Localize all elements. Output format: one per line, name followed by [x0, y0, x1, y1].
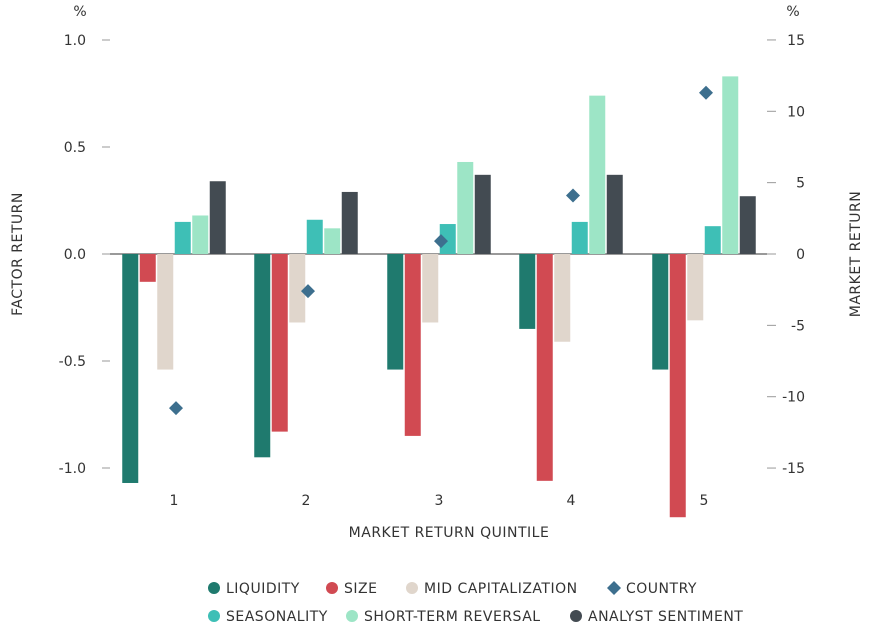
bar-mid-capitalization [687, 254, 704, 321]
y-right-tick-label: 5 [796, 176, 805, 192]
bar-liquidity [519, 254, 536, 329]
bar-size [404, 254, 421, 436]
right-unit: % [786, 4, 799, 20]
y-right-tick-label: -10 [782, 390, 805, 406]
legend-label: MID CAPITALIZATION [424, 581, 578, 597]
x-tick-label: 4 [567, 493, 576, 509]
bar-analyst-sentiment [209, 181, 226, 254]
legend-swatch [208, 610, 220, 622]
y-right-tick-label: -15 [782, 461, 805, 477]
bar-liquidity [387, 254, 404, 370]
country-markers [169, 85, 713, 416]
bar-short-term-reversal [589, 95, 606, 254]
bar-short-term-reversal [457, 161, 474, 254]
y-tick-label: -0.5 [59, 354, 86, 370]
bar-analyst-sentiment [606, 174, 623, 254]
left-unit: % [73, 4, 86, 20]
legend-swatch [406, 582, 418, 594]
bar-liquidity [254, 254, 271, 458]
bar-seasonality [571, 221, 588, 254]
y-tick-label: -1.0 [59, 461, 86, 477]
country-marker [301, 284, 315, 299]
bar-short-term-reversal [722, 76, 739, 254]
y-right-tick-label: 15 [787, 33, 805, 49]
legend-swatch [607, 581, 621, 595]
y-right-tick-label: 10 [787, 104, 805, 120]
bar-size [271, 254, 288, 432]
axes: 1.0 0.5 0.0 -0.5 -1.0 15 10 5 0 -5 -10 -15 1 2 3 4 5 [59, 33, 805, 509]
bar-analyst-sentiment [341, 191, 358, 254]
bar-size [139, 254, 156, 282]
bar-seasonality [704, 226, 721, 254]
x-axis-label: MARKET RETURN QUINTILE [349, 525, 550, 541]
bar-short-term-reversal [192, 215, 209, 254]
bar-analyst-sentiment [739, 196, 756, 254]
y-axis-label-right: MARKET RETURN [848, 191, 864, 317]
legend-swatch [346, 610, 358, 622]
legend-swatch [570, 610, 582, 622]
legend-label: COUNTRY [626, 581, 697, 597]
bars [122, 76, 756, 518]
bar-short-term-reversal [324, 228, 341, 254]
bar-liquidity [652, 254, 669, 370]
legend: LIQUIDITY SIZE MID CAPITALIZATION COUNTRY SE… [208, 581, 743, 625]
bar-seasonality [174, 221, 191, 254]
bar-mid-capitalization [554, 254, 571, 342]
country-marker [699, 85, 713, 100]
y-right-tick-label: 0 [796, 247, 805, 263]
bar-seasonality [306, 219, 323, 254]
bar-size [536, 254, 553, 481]
legend-label: LIQUIDITY [226, 581, 300, 597]
y-right-tick-label: -5 [791, 318, 805, 334]
legend-label: SEASONALITY [226, 609, 328, 625]
legend-swatch [326, 582, 338, 594]
legend-label: SHORT-TERM REVERSAL [364, 609, 541, 625]
y-tick-label: 0.0 [64, 247, 86, 263]
bar-analyst-sentiment [474, 174, 491, 254]
y-tick-label: 1.0 [64, 33, 86, 49]
x-tick-label: 2 [302, 493, 311, 509]
bar-seasonality [439, 224, 456, 254]
legend-label: SIZE [344, 581, 377, 597]
y-axis-label: FACTOR RETURN [10, 192, 26, 316]
legend-label: ANALYST SENTIMENT [588, 609, 743, 625]
x-tick-label: 3 [435, 493, 444, 509]
bar-size [669, 254, 686, 518]
axis-labels: % % FACTOR RETURN MARKET RETURN MARKET R… [10, 4, 864, 541]
y-tick-label: 0.5 [64, 140, 86, 156]
x-tick-label: 1 [170, 493, 179, 509]
bar-mid-capitalization [289, 254, 306, 323]
country-marker [434, 234, 448, 249]
bar-liquidity [122, 254, 139, 483]
bar-mid-capitalization [157, 254, 174, 370]
country-marker [169, 401, 183, 416]
country-marker [566, 188, 580, 203]
legend-swatch [208, 582, 220, 594]
x-tick-label: 5 [700, 493, 709, 509]
bar-mid-capitalization [422, 254, 439, 323]
